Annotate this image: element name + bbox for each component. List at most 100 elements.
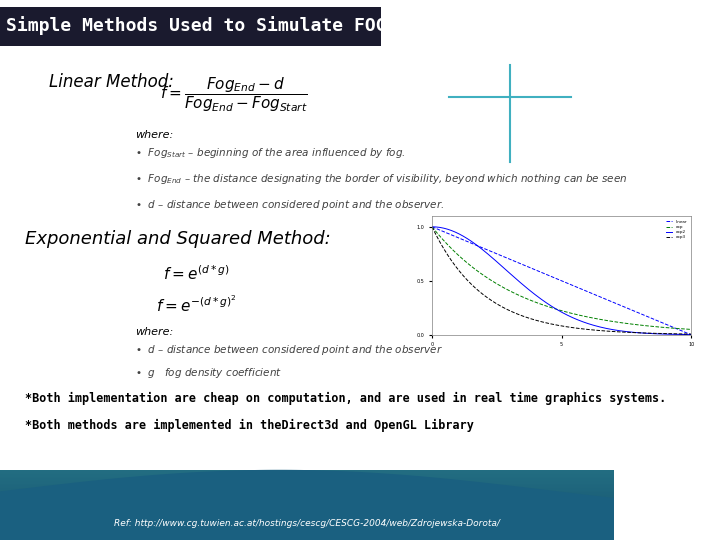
- Bar: [0, 526, 614, 528]
- exp: [674, 325, 683, 332]
- exp: [665, 325, 673, 331]
- Bar: [0, 521, 614, 522]
- Bar: [0, 509, 614, 510]
- exp2: [674, 331, 683, 338]
- Bar: [0, 536, 614, 537]
- Bar: [0, 480, 614, 481]
- exp2: [497, 262, 505, 269]
- exp3: [428, 224, 436, 230]
- Bar: [0, 492, 614, 494]
- Bar: [0, 501, 614, 502]
- Bar: [0, 510, 614, 512]
- exp: [444, 241, 452, 248]
- Text: where:: where:: [135, 327, 174, 337]
- Bar: [0, 537, 614, 538]
- exp2: [687, 332, 696, 338]
- Text: Simple Methods Used to Simulate FOG: Simple Methods Used to Simulate FOG: [6, 16, 387, 36]
- Bar: [0, 529, 614, 530]
- Text: •  $d$ – distance between considered point and the observer.: • $d$ – distance between considered poin…: [135, 198, 445, 212]
- Bar: [0, 512, 614, 514]
- exp3: [665, 330, 673, 337]
- exp2: [665, 331, 673, 338]
- exp3: [687, 331, 696, 338]
- Bar: [0, 494, 614, 495]
- Bar: [0, 496, 614, 498]
- Bar: [0, 533, 614, 535]
- linear: [687, 332, 696, 338]
- Bar: [0, 523, 614, 524]
- Text: $f = e^{-(d*g)^2}$: $f = e^{-(d*g)^2}$: [156, 294, 237, 315]
- Text: Exponential and Squared Method:: Exponential and Squared Method:: [24, 230, 330, 247]
- FancyBboxPatch shape: [0, 7, 381, 46]
- Bar: [0, 475, 614, 477]
- Bar: [0, 484, 614, 485]
- Text: •  $d$ – distance between considered point and the observer: • $d$ – distance between considered poin…: [135, 343, 444, 357]
- Text: Ref: http://www.cg.tuwien.ac.at/hostings/cescg/CESCG-2004/web/Zdrojewska-Dorota/: Ref: http://www.cg.tuwien.ac.at/hostings…: [114, 519, 500, 528]
- Bar: [0, 491, 614, 492]
- linear: [444, 230, 452, 237]
- Bar: [0, 519, 614, 521]
- Bar: [0, 524, 614, 526]
- Bar: [0, 517, 614, 519]
- Text: •  $Fog_{End}$ – the distance designating the border of visibility, beyond which: • $Fog_{End}$ – the distance designating…: [135, 172, 628, 186]
- Bar: [0, 485, 614, 487]
- Line: exp: exp: [432, 227, 691, 329]
- linear: [476, 244, 485, 250]
- Text: *Both methods are implemented in theDirect3d and OpenGL Library: *Both methods are implemented in theDire…: [24, 418, 474, 431]
- Bar: [0, 500, 614, 501]
- Text: •  $g$   fog density coefficient: • $g$ fog density coefficient: [135, 366, 282, 380]
- Text: •  $Fog_{Start}$ – beginning of the area influenced by fog.: • $Fog_{Start}$ – beginning of the area …: [135, 146, 406, 160]
- exp3: [497, 303, 505, 309]
- exp2: [438, 225, 446, 231]
- exp: [687, 326, 696, 333]
- linear: [497, 252, 505, 259]
- Line: exp3: exp3: [432, 227, 691, 334]
- exp3: [476, 289, 485, 295]
- exp: [428, 224, 436, 230]
- Line: linear: linear: [432, 227, 691, 335]
- exp: [476, 270, 485, 276]
- Bar: [0, 507, 614, 508]
- Legend: linear, exp, exp2, exp3: linear, exp, exp2, exp3: [665, 218, 689, 241]
- Text: $f = e^{(d*g)}$: $f = e^{(d*g)}$: [163, 265, 230, 284]
- Text: *Both implementation are cheap on computation, and are used in real time graphic: *Both implementation are cheap on comput…: [24, 392, 666, 404]
- Text: where:: where:: [135, 130, 174, 140]
- Bar: [0, 472, 614, 474]
- linear: [665, 322, 673, 329]
- Bar: [0, 470, 614, 471]
- Bar: [0, 495, 614, 496]
- Bar: [0, 489, 614, 491]
- Bar: [0, 538, 614, 540]
- Bar: [0, 516, 614, 517]
- linear: [674, 326, 683, 333]
- Bar: [0, 481, 614, 482]
- Bar: [0, 522, 614, 523]
- Bar: [0, 514, 614, 515]
- Polygon shape: [0, 470, 614, 540]
- Bar: [0, 535, 614, 536]
- linear: [438, 228, 446, 234]
- Bar: [0, 471, 614, 472]
- linear: [428, 224, 436, 230]
- exp3: [674, 330, 683, 337]
- exp3: [444, 252, 452, 258]
- Bar: [0, 488, 614, 489]
- Bar: [0, 508, 614, 509]
- Text: Linear Method:: Linear Method:: [49, 73, 174, 91]
- Bar: [0, 482, 614, 484]
- Bar: [0, 498, 614, 500]
- exp: [497, 283, 505, 289]
- Bar: [0, 502, 614, 503]
- exp2: [444, 226, 452, 232]
- Bar: [0, 528, 614, 529]
- Bar: [0, 478, 614, 480]
- exp2: [476, 245, 485, 251]
- Text: $f = \dfrac{Fog_{End} - d}{Fog_{End} - Fog_{Start}}$: $f = \dfrac{Fog_{End} - d}{Fog_{End} - F…: [160, 76, 307, 114]
- Bar: [0, 515, 614, 516]
- exp3: [438, 243, 446, 249]
- Bar: [0, 503, 614, 505]
- Bar: [0, 487, 614, 488]
- Bar: [0, 474, 614, 475]
- Bar: [0, 505, 614, 507]
- exp: [438, 236, 446, 242]
